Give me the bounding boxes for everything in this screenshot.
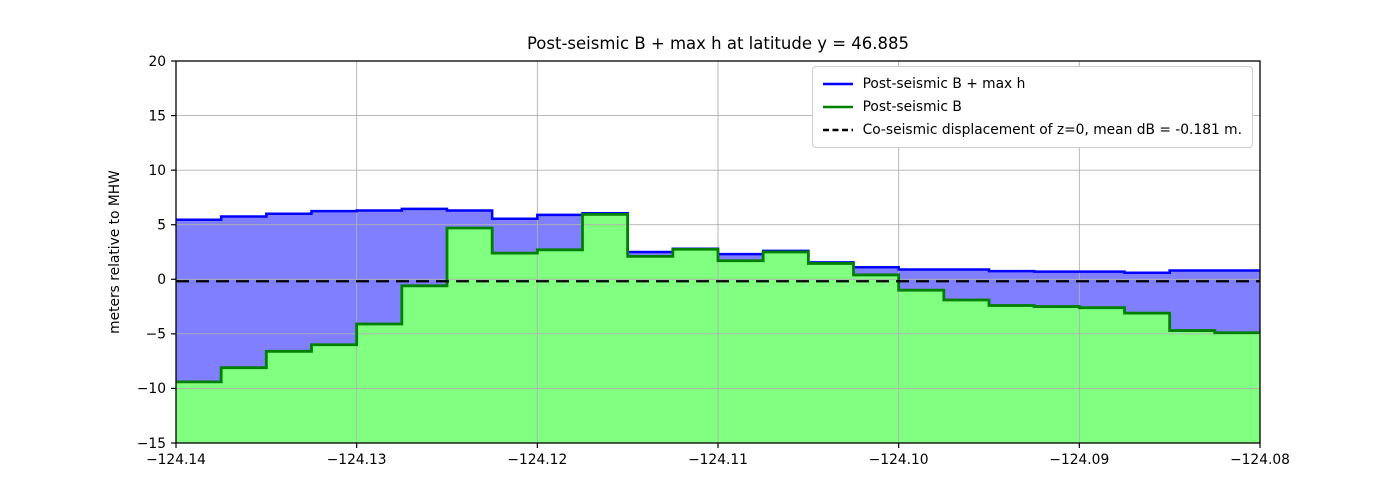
y-axis-label: meters relative to MHW: [107, 170, 123, 334]
legend-sample-line: [822, 128, 853, 132]
y-tick-label: 20: [148, 54, 166, 70]
x-tick-label: −124.10: [869, 452, 929, 468]
x-tick-label: −124.09: [1049, 452, 1109, 468]
x-tick-label: −124.12: [507, 452, 567, 468]
y-tick-label: 5: [157, 218, 166, 234]
legend-sample-line: [822, 82, 853, 86]
y-tick-label: −15: [137, 436, 166, 452]
legend-item: Post-seismic B + max h: [822, 74, 1242, 94]
y-tick-label: −10: [137, 381, 166, 397]
legend-item: Co-seismic displacement of z=0, mean dB …: [822, 120, 1242, 140]
legend-sample-line: [822, 105, 853, 109]
y-tick-label: 0: [157, 272, 166, 288]
chart-title: Post-seismic B + max h at latitude y = 4…: [526, 34, 910, 53]
legend-item-label: Post-seismic B: [862, 99, 962, 115]
x-tick-label: −124.14: [146, 452, 206, 468]
y-tick-label: 15: [148, 108, 166, 124]
x-tick-label: −124.11: [688, 452, 748, 468]
legend-item: Post-seismic B: [822, 97, 1242, 117]
y-tick-label: −5: [146, 327, 166, 343]
legend-item-label: Co-seismic displacement of z=0, mean dB …: [862, 122, 1242, 138]
x-tick-label: −124.13: [327, 452, 387, 468]
y-tick-label: 10: [148, 163, 166, 179]
x-tick-label: −124.08: [1230, 452, 1290, 468]
legend: Post-seismic B + max h Post-seismic B Co-s…: [811, 66, 1253, 148]
series-line-1: [176, 212, 1260, 384]
legend-item-label: Post-seismic B + max h: [862, 76, 1026, 92]
